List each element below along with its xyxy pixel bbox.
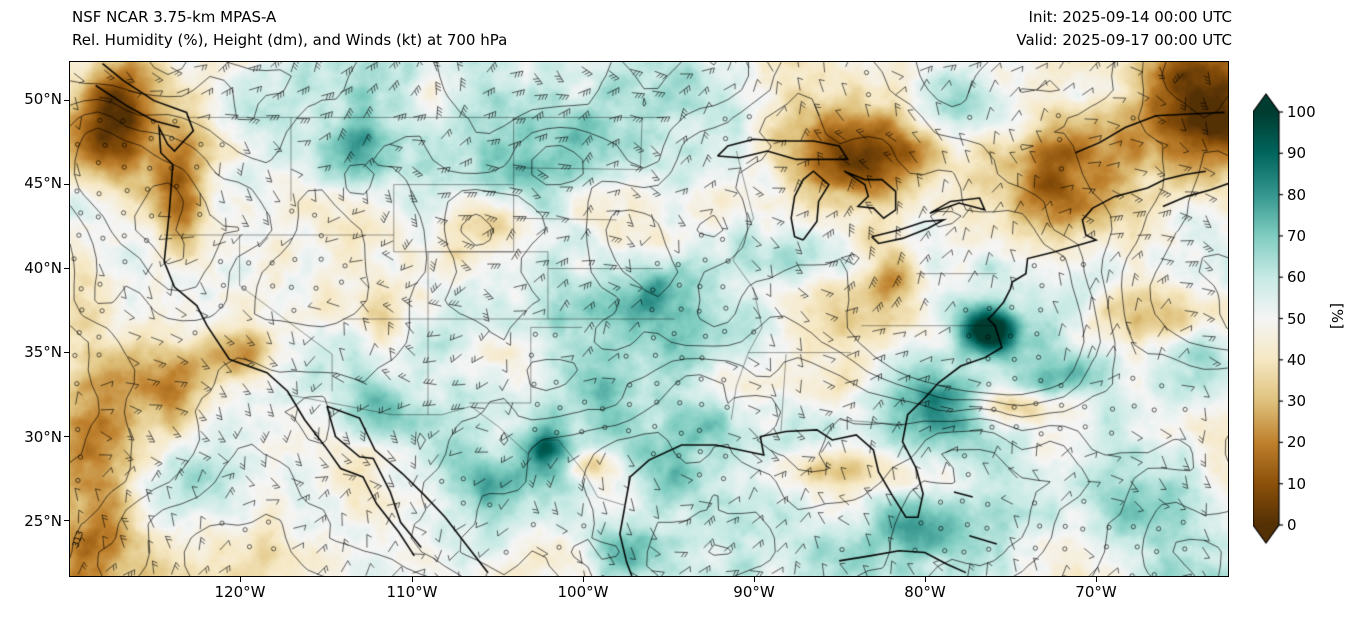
y-tick-mark: [64, 268, 69, 269]
x-tick-label: 120°W: [214, 583, 266, 601]
colorbar-tick-label: 100: [1287, 103, 1316, 121]
x-tick-mark: [412, 577, 413, 582]
colorbar-tick-label: 40: [1287, 350, 1307, 369]
x-tick-mark: [1096, 577, 1097, 582]
colorbar-tick-label: 20: [1287, 433, 1307, 452]
y-tick-mark: [64, 184, 69, 185]
colorbar-tick-label: 0: [1287, 516, 1297, 534]
y-tick-mark: [64, 100, 69, 101]
x-tick-label: 100°W: [557, 583, 609, 601]
y-tick-label: 35°N: [24, 343, 62, 361]
y-tick-mark: [64, 352, 69, 353]
colorbar-tick-label: 70: [1287, 226, 1307, 245]
colorbar-tick-label: 30: [1287, 392, 1307, 411]
x-tick-mark: [754, 577, 755, 582]
colorbar-tick-label: 60: [1287, 268, 1307, 287]
colorbar-tick-label: 10: [1287, 474, 1307, 493]
y-tick-label: 40°N: [24, 259, 62, 277]
x-tick-label: 80°W: [904, 583, 946, 601]
colorbar-unit-label: [%]: [1327, 303, 1346, 329]
plot-title: Rel. Humidity (%), Height (dm), and Wind…: [72, 31, 508, 49]
colorbar-tick-label: 50: [1287, 309, 1307, 328]
colorbar: [1253, 92, 1284, 546]
model-title: NSF NCAR 3.75-km MPAS-A: [72, 8, 277, 26]
y-tick-mark: [64, 520, 69, 521]
x-tick-label: 90°W: [733, 583, 775, 601]
y-tick-label: 50°N: [24, 90, 62, 108]
humidity-wind-map: [70, 62, 1228, 576]
y-tick-mark: [64, 436, 69, 437]
colorbar-tick-label: 80: [1287, 185, 1307, 204]
x-tick-mark: [583, 577, 584, 582]
x-tick-label: 70°W: [1075, 583, 1117, 601]
x-tick-label: 110°W: [386, 583, 438, 601]
init-time-label: Init: 2025-09-14 00:00 UTC: [1028, 8, 1232, 26]
colorbar-tick-label: 90: [1287, 144, 1307, 163]
y-tick-label: 45°N: [24, 174, 62, 192]
y-tick-label: 25°N: [24, 512, 62, 530]
colorbar-labels: 0 10 20 30 40 50 60 70 80 90 100: [1287, 0, 1333, 619]
valid-time-label: Valid: 2025-09-17 00:00 UTC: [1016, 31, 1232, 49]
x-tick-mark: [240, 577, 241, 582]
x-tick-mark: [925, 577, 926, 582]
y-tick-label: 30°N: [24, 428, 62, 446]
